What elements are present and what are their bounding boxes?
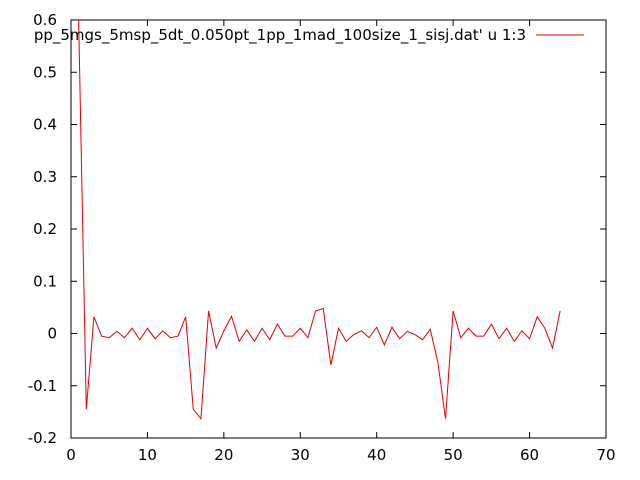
plot-frame — [70, 19, 607, 439]
x-tick-label: 30 — [291, 446, 310, 464]
y-tick-label: -0.1 — [28, 377, 57, 395]
x-tick-label: 60 — [520, 446, 539, 464]
x-axis: 0 10 20 30 40 50 60 70 — [66, 20, 616, 464]
legend-label: pp_5mgs_5msp_5dt_0.050pt_1pp_1mad_100siz… — [34, 26, 526, 45]
series-layer — [78, 19, 561, 420]
x-tick-label: 20 — [214, 446, 233, 464]
y-tick-label: 0.5 — [33, 63, 57, 81]
y-tick-label: 0.6 — [33, 11, 57, 29]
y-tick-label: 0.1 — [33, 272, 57, 290]
y-tick-label: 0.2 — [33, 220, 57, 238]
y-tick-label: 0 — [47, 325, 57, 343]
legend: pp_5mgs_5msp_5dt_0.050pt_1pp_1mad_100siz… — [34, 26, 584, 45]
plot-border — [70, 19, 607, 439]
series-line-0 — [78, 19, 561, 420]
x-tick-label: 50 — [444, 446, 463, 464]
x-tick-label: 70 — [596, 446, 615, 464]
y-tick-label: -0.2 — [28, 429, 57, 447]
x-tick-label: 0 — [66, 446, 76, 464]
x-tick-label: 40 — [367, 446, 386, 464]
y-tick-label: 0.3 — [33, 168, 57, 186]
y-axis: -0.2 -0.1 0 0.1 0.2 0.3 0.4 0.5 0.6 — [28, 11, 606, 447]
x-tick-label: 10 — [138, 446, 157, 464]
y-tick-label: 0.4 — [33, 116, 57, 134]
